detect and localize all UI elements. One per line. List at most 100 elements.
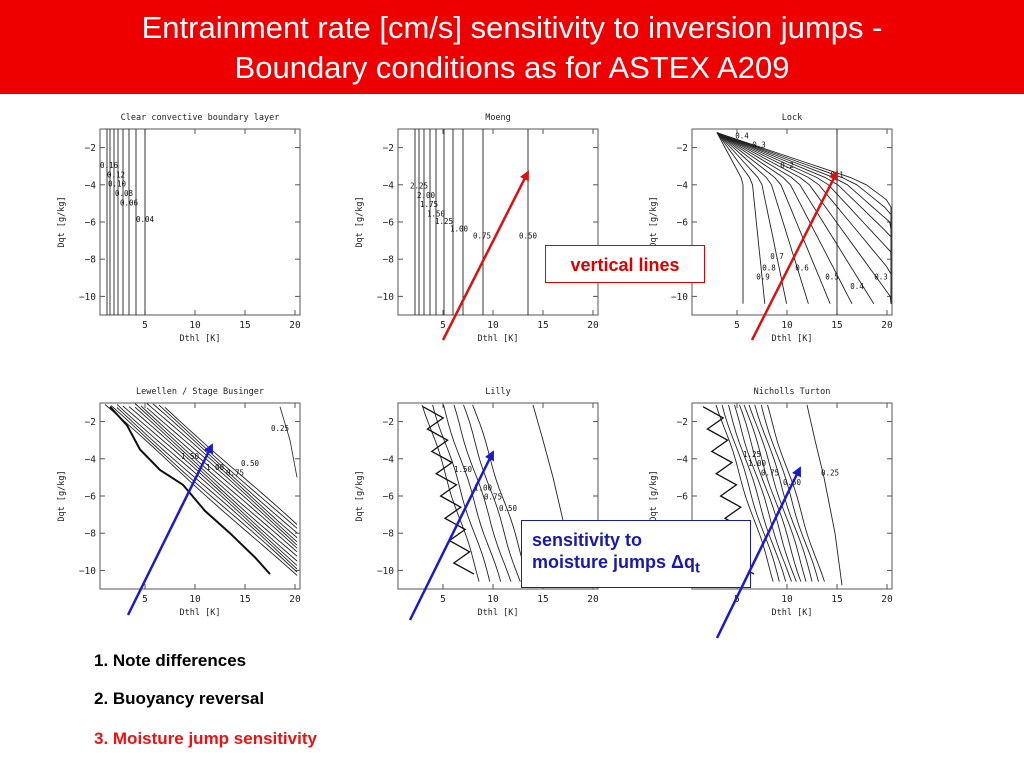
y-tick-label: −2 [85,143,96,154]
x-tick-label: 10 [781,594,793,605]
contour-line [158,404,298,529]
x-tick-label: 15 [537,594,548,605]
contour-line [743,404,802,582]
contour-label: 0.04 [136,215,155,224]
y-tick-label: −4 [85,454,97,465]
blue-arrow-lewellen [126,443,214,616]
contour-label: 1.00 [474,483,493,492]
chart-title: Moeng [485,113,511,123]
y-tick-label: −10 [377,566,394,577]
y-tick-label: −10 [377,292,394,303]
contour-label: 0.16 [100,161,119,170]
contour-label: 2.00 [417,191,436,200]
x-tick-label: 20 [289,594,301,605]
y-tick-label: −4 [85,180,97,191]
contour-line [472,404,530,582]
y-tick-label: −10 [671,292,688,303]
y-tick-label: −4 [677,454,689,465]
contour-label: 0.7 [770,252,784,261]
contour-label: 1.50 [454,465,473,474]
contour-line [463,404,521,582]
contour-line [715,404,774,582]
y-axis-label: Dqt [g/kg] [57,196,67,247]
y-tick-label: −4 [383,180,395,191]
y-tick-label: −10 [79,292,96,303]
contour-line [716,132,766,304]
contour-label: 0.8 [762,263,776,272]
contour-line [110,405,298,573]
chart-title: Clear convective boundary layer [121,113,280,123]
contour-line [453,404,512,582]
x-axis-label: Dthl [K] [478,608,519,618]
contour-label: 0.3 [752,141,766,150]
chart-title: Lilly [485,387,511,397]
contour-line [279,406,298,478]
contour-label: 1.50 [181,452,200,461]
y-axis-label: Dqt [g/kg] [355,470,365,521]
contour-line [728,404,787,582]
y-axis-label: Dqt [g/kg] [649,470,659,521]
x-tick-label: 20 [289,320,301,331]
x-tick-label: 10 [189,320,201,331]
x-tick-label: 20 [881,320,893,331]
contour-line [146,407,298,543]
contour-line [716,132,809,304]
x-tick-label: 5 [440,594,446,605]
chart-title: Lewellen / Stage Businger [136,387,264,397]
contour-line [152,403,298,534]
contour-line [716,132,875,305]
contour-label: 0.08 [115,189,134,198]
note-3: 3. Moisture jump sensitivity [94,729,317,748]
moisture-callout-line-1: sensitivity to [532,530,643,550]
y-tick-label: −6 [383,492,395,503]
blue-arrow-nicholls [715,466,802,639]
contour-label: 0.75 [484,493,502,502]
contour-line [421,404,480,582]
contour-line [104,404,298,576]
slide-title-line-2: Boundary conditions as for ASTEX A209 [234,50,790,85]
contour-label: 1.00 [748,459,767,468]
title-banner: Entrainment rate [cm/s] sensitivity to i… [0,0,1024,94]
y-axis-label: Dqt [g/kg] [57,470,67,521]
moisture-jump-callout: sensitivity to moisture jumps Δqt [521,520,751,588]
contour-line [146,403,298,538]
contour-line [721,404,780,582]
y-tick-label: −6 [677,492,689,503]
contour-label: 0.12 [107,170,125,179]
contour-line [754,404,813,582]
contour-label: 2.25 [410,182,428,191]
x-axis-label: Dthl [K] [180,608,221,618]
contour-label: 0.10 [108,180,127,189]
contour-label: 0.06 [120,198,139,207]
contour-label: 1.00 [206,463,225,472]
red-arrow-moeng [441,170,530,341]
y-axis-label: Dqt [g/kg] [649,196,659,247]
contour-label: 1.50 [427,209,446,218]
y-tick-label: −6 [85,492,97,503]
contour-line [767,404,825,582]
slide-title-line-1: Entrainment rate [cm/s] sensitivity to i… [141,10,883,45]
y-tick-label: −10 [79,566,96,577]
red-arrow-lock [750,170,839,341]
note-1: 1. Note differences [94,651,247,670]
zigzag-boundary [422,406,475,575]
moisture-callout-text: moisture jumps [532,552,672,572]
delta-q-symbol: Δq [671,552,695,572]
contour-line [716,132,892,304]
contour-label: 0.9 [756,273,770,282]
x-tick-label: 5 [734,320,740,331]
x-tick-label: 10 [189,594,201,605]
x-axis-label: Dthl [K] [180,334,221,344]
x-tick-label: 20 [587,594,599,605]
contour-label: 0.4 [735,131,749,140]
x-tick-label: 20 [587,320,599,331]
x-tick-label: 10 [487,320,499,331]
x-tick-label: 15 [537,320,548,331]
contour-line [760,404,819,582]
chart-title: Nicholls Turton [754,387,831,397]
x-tick-label: 15 [831,594,842,605]
contour-label: 0.25 [821,469,839,478]
y-tick-label: −6 [383,218,395,229]
